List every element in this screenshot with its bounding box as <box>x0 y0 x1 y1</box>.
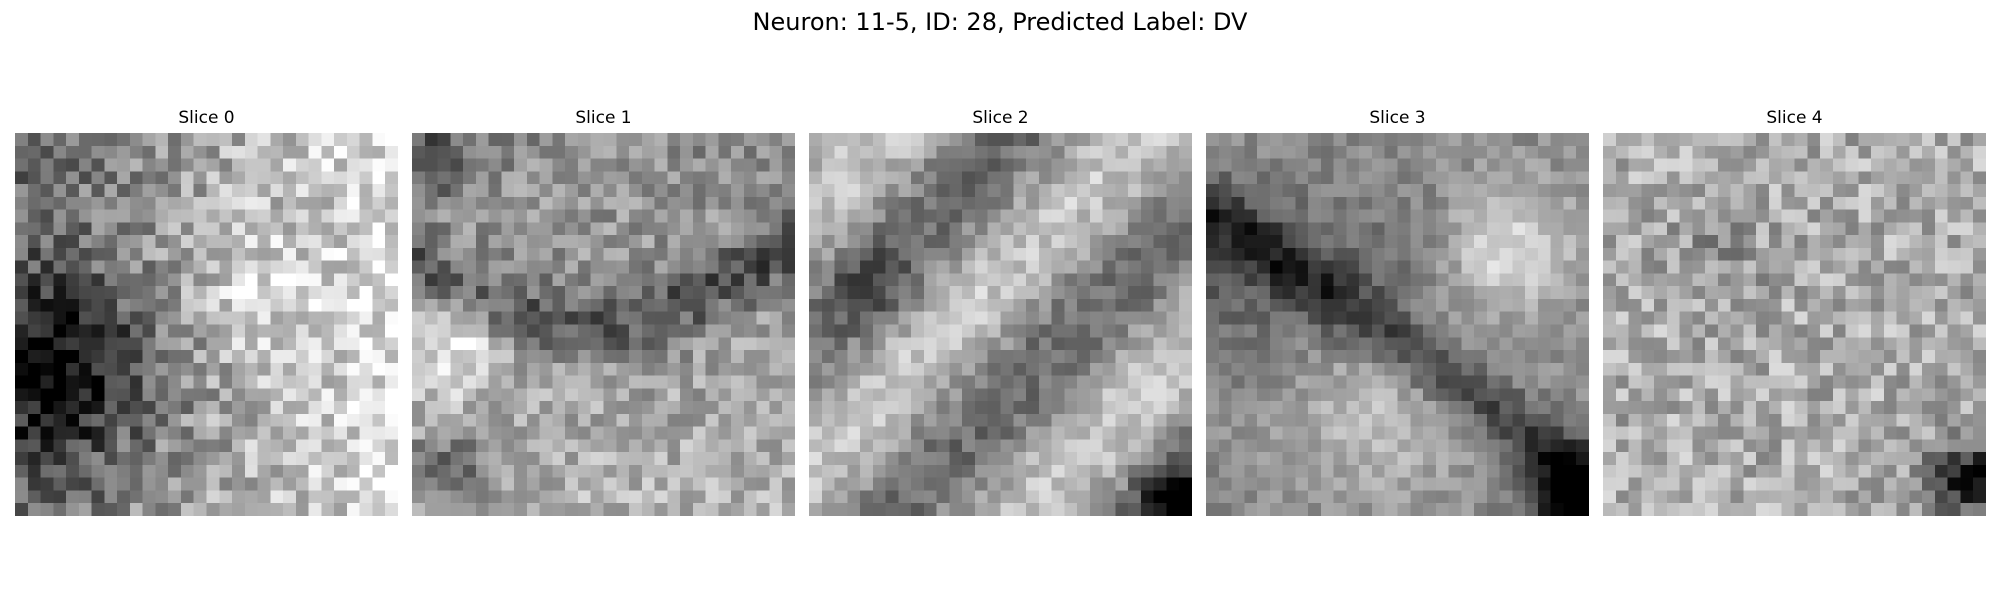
slice-title-4: Slice 4 <box>1766 108 1823 128</box>
slice-panel-3: Slice 3 <box>1206 108 1589 516</box>
slice-panel-4: Slice 4 <box>1603 108 1986 516</box>
slice-panel-0: Slice 0 <box>15 108 398 516</box>
slice-image-2 <box>809 133 1192 516</box>
slice-panel-2: Slice 2 <box>809 108 1192 516</box>
slice-image-1 <box>412 133 795 516</box>
slice-image-4 <box>1603 133 1986 516</box>
slice-title-2: Slice 2 <box>972 108 1029 128</box>
figure-title: Neuron: 11-5, ID: 28, Predicted Label: D… <box>752 8 1248 36</box>
slice-title-3: Slice 3 <box>1369 108 1426 128</box>
slice-image-3 <box>1206 133 1589 516</box>
slice-title-1: Slice 1 <box>575 108 632 128</box>
slice-image-0 <box>15 133 398 516</box>
slice-panel-1: Slice 1 <box>412 108 795 516</box>
slice-title-0: Slice 0 <box>178 108 235 128</box>
